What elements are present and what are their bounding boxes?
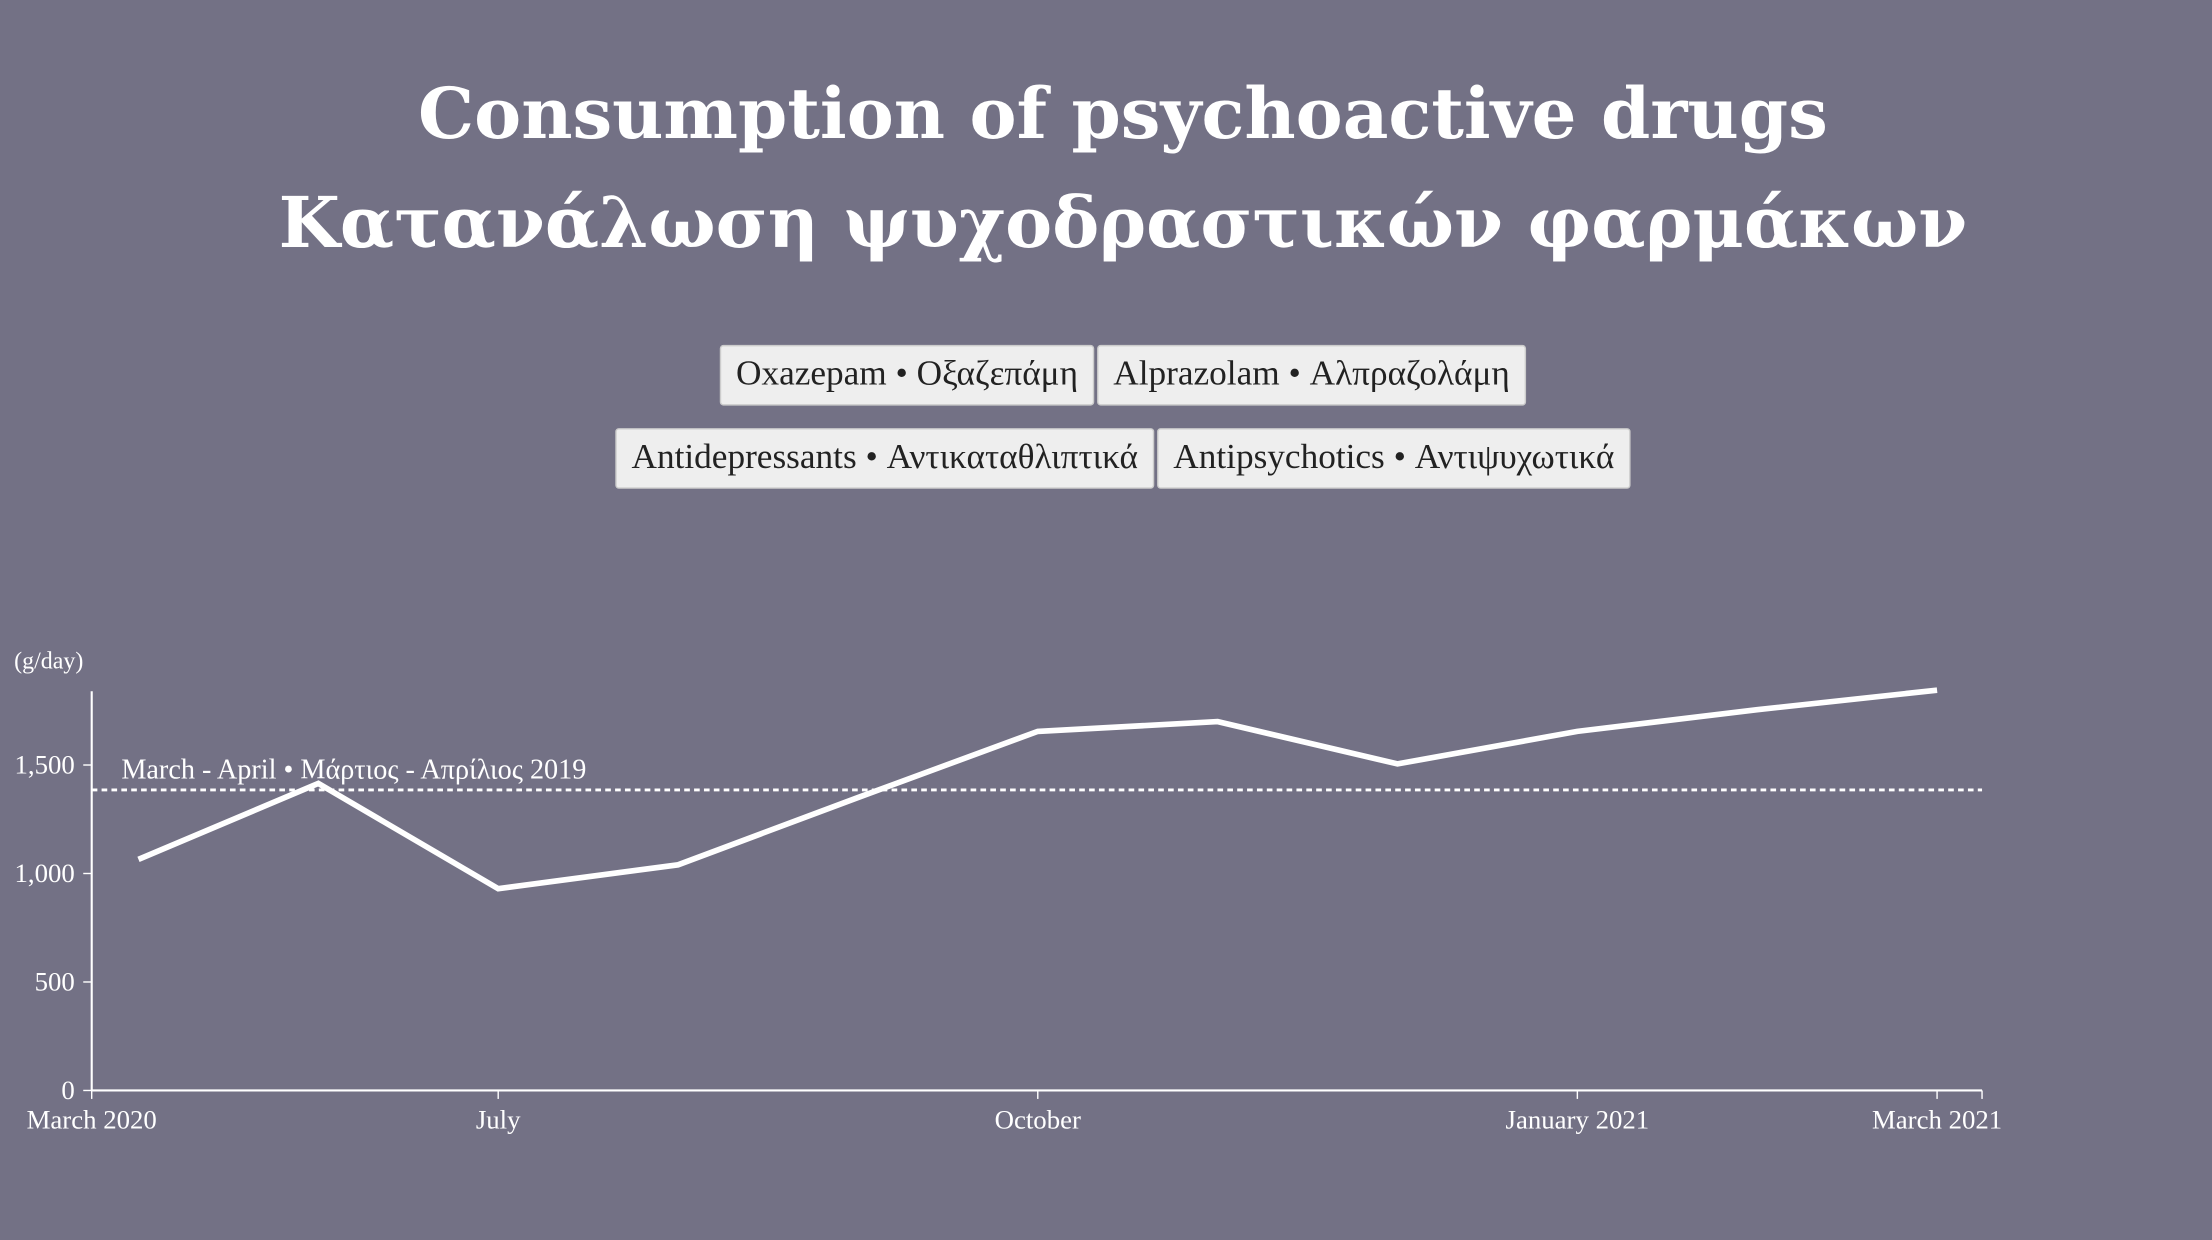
x-tick-label: March 2020: [27, 1105, 157, 1135]
y-axis-label: (g/day): [14, 649, 83, 675]
legend-button-bg: [719, 344, 1095, 406]
x-tick-label: October: [995, 1105, 1081, 1135]
legend-button[interactable]: Antipsychotics • Αντιψυχωτικά: [1157, 428, 1631, 489]
y-tick-label: 0: [61, 1075, 74, 1105]
legend-button-bg: [615, 428, 1155, 489]
chart-subtitle: Κατανάλωση ψυχοδραστικών φαρμάκων: [279, 181, 1968, 264]
x-tick-label: July: [476, 1105, 521, 1135]
y-tick-label: 1,000: [14, 858, 74, 888]
reference-label: March - April • Μάρτιος - Απρίλιος 2019: [121, 755, 586, 786]
legend-button[interactable]: Oxazepam • Οξαζεπάμη: [719, 344, 1095, 406]
x-tick-label: March 2021: [1872, 1105, 2002, 1135]
legend-text: Oxazepam • Οξαζεπάμη: [736, 354, 1078, 393]
legend-button[interactable]: Alprazolam • Αλπραζολάμη: [1097, 344, 1527, 406]
legend-text: Antipsychotics • Αντιψυχωτικά: [1173, 437, 1614, 476]
chart-title: Consumption of psychoactive drugs: [418, 72, 1828, 155]
y-tick-label: 500: [35, 966, 75, 996]
legend-button-bg: [1157, 428, 1631, 489]
legend-button[interactable]: Antidepressants • Αντικαταθλιπτικά: [615, 428, 1155, 489]
data-line: [137, 687, 1938, 892]
y-tick-label: 1,500: [14, 749, 74, 779]
legend-text: Antidepressants • Αντικαταθλιπτικά: [632, 437, 1139, 476]
legend-button-bg: [1097, 344, 1527, 406]
x-tick-label: January 2021: [1506, 1105, 1650, 1135]
legend-text: Alprazolam • Αλπραζολάμη: [1113, 354, 1510, 393]
